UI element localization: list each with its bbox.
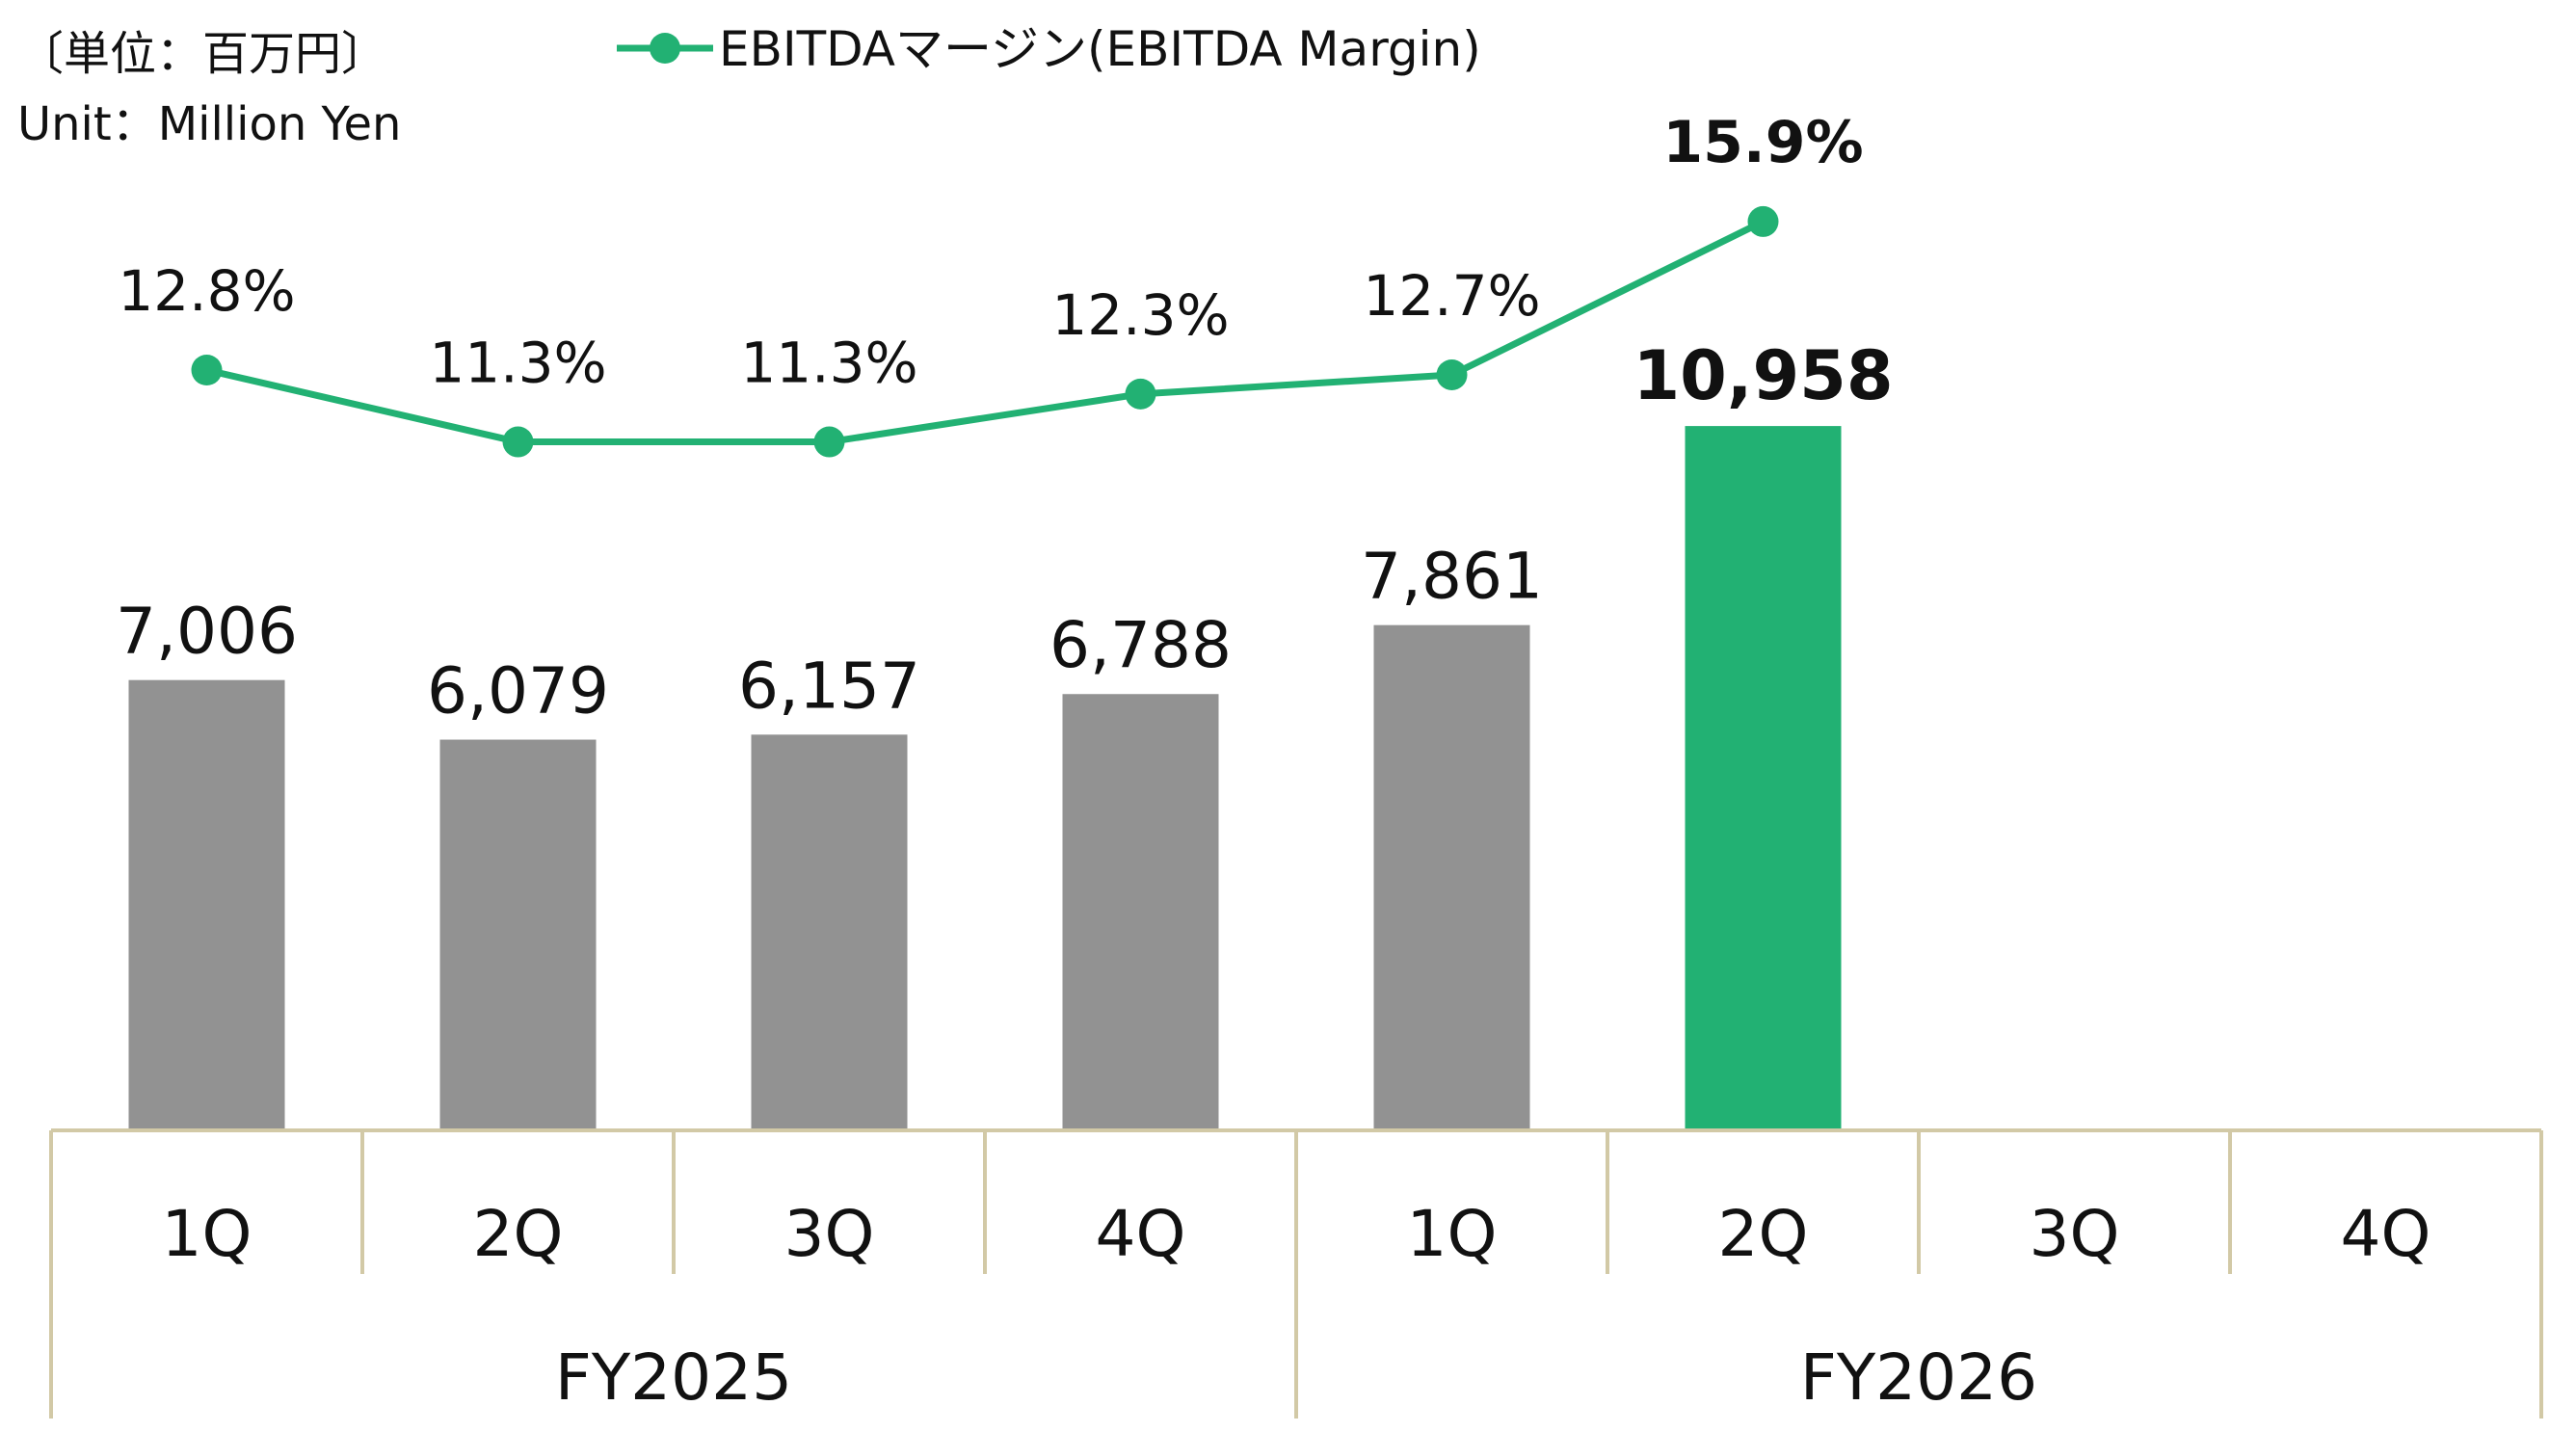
- category-axis: 1Q 2Q 3Q 4Q 1Q 2Q 3Q 4Q FY2025 FY2026: [49, 1128, 2543, 1419]
- bar-labels-layer: 7,006 6,079 6,157 6,788 7,861 10,958: [116, 336, 1894, 728]
- margin-point-6: [1747, 205, 1779, 237]
- tick-label-3: 3Q: [784, 1197, 875, 1271]
- legend-marker: [650, 33, 680, 64]
- margin-label-5: 12.7%: [1363, 263, 1540, 329]
- bars-layer: [128, 426, 1842, 1130]
- margin-label-4: 12.3%: [1051, 282, 1229, 348]
- margin-point-2: [502, 426, 534, 458]
- bar-3: [751, 734, 908, 1130]
- margin-point-1: [191, 355, 223, 385]
- margin-line: [205, 218, 1766, 446]
- bar-value-label-4: 6,788: [1049, 608, 1232, 682]
- bar-value-label-6: 10,958: [1633, 336, 1893, 415]
- margin-label-3: 11.3%: [740, 331, 917, 396]
- margin-label-2: 11.3%: [429, 331, 606, 396]
- margin-label-6: 15.9%: [1662, 109, 1863, 176]
- group-label-fy2026: FY2026: [1800, 1340, 2037, 1415]
- margin-point-4: [1125, 378, 1156, 410]
- tick-label-4: 4Q: [1096, 1197, 1186, 1271]
- bar-5: [1373, 624, 1530, 1130]
- tick-label-7: 3Q: [2030, 1197, 2120, 1271]
- bar-value-label-2: 6,079: [427, 654, 609, 729]
- margin-label-1: 12.8%: [118, 258, 295, 324]
- legend: EBITDAマージン(EBITDA Margin): [617, 21, 1481, 77]
- tick-label-6: 2Q: [1718, 1197, 1809, 1271]
- bar-4: [1062, 694, 1219, 1130]
- unit-note-jp: 〔単位：百万円〕: [17, 27, 387, 81]
- bar-value-label-3: 6,157: [738, 649, 920, 723]
- margin-point-5: [1436, 358, 1468, 390]
- bar-value-label-1: 7,006: [116, 595, 298, 669]
- group-label-fy2025: FY2025: [555, 1340, 792, 1415]
- line-layer: [191, 205, 1779, 458]
- margin-point-3: [813, 426, 845, 458]
- bar-6: [1685, 426, 1842, 1130]
- tick-label-2: 2Q: [473, 1197, 564, 1271]
- bar-1: [128, 679, 285, 1130]
- bar-2: [439, 739, 597, 1130]
- legend-label: EBITDAマージン(EBITDA Margin): [719, 21, 1481, 77]
- tick-label-8: 4Q: [2341, 1197, 2431, 1271]
- pct-labels-layer: 12.8% 11.3% 11.3% 12.3% 12.7% 15.9%: [118, 109, 1863, 396]
- tick-label-5: 1Q: [1407, 1197, 1498, 1271]
- unit-note-en: Unit：Million Yen: [17, 97, 401, 151]
- bar-value-label-5: 7,861: [1361, 540, 1543, 614]
- tick-label-1: 1Q: [162, 1197, 252, 1271]
